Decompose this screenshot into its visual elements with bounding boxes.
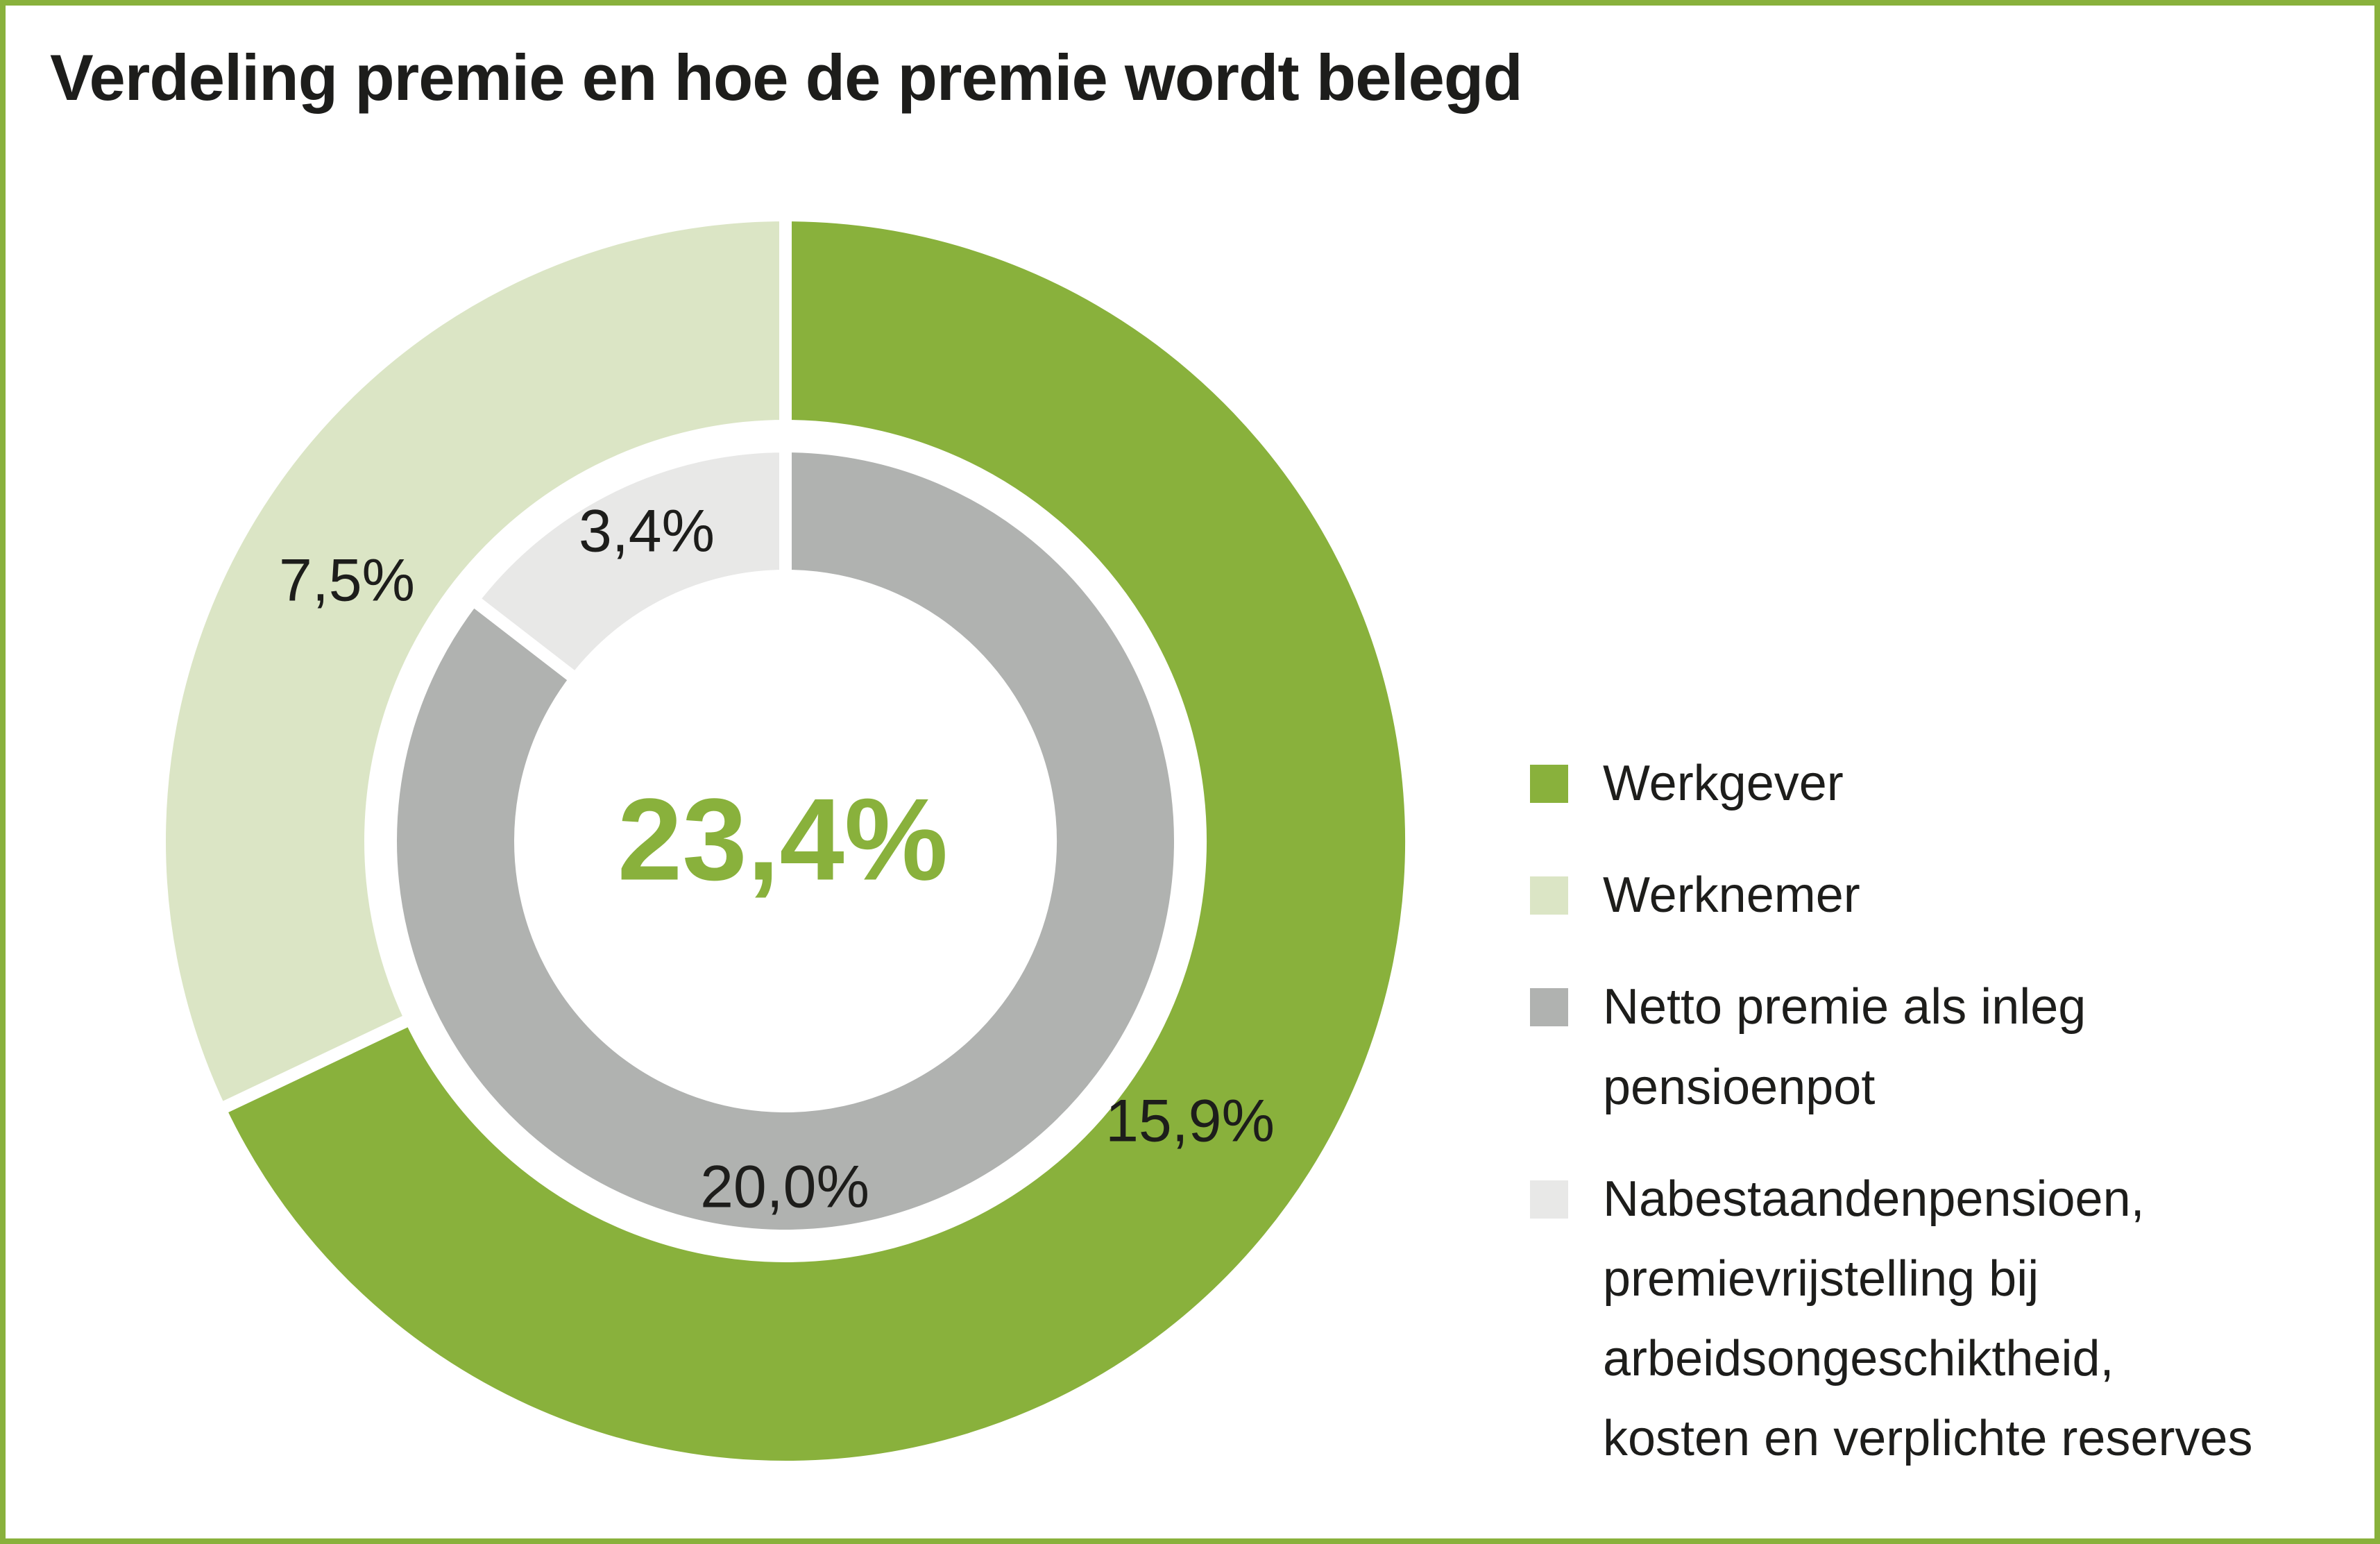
- legend-swatch-netto-premie: [1530, 988, 1568, 1027]
- legend-item-netto-premie: Netto premie als inleg pensioenpot: [1530, 967, 2342, 1127]
- donut-segment-werknemer: [153, 208, 792, 1118]
- legend-item-werknemer: Werknemer: [1530, 856, 2342, 935]
- legend-label-netto-premie: Netto premie als inleg pensioenpot: [1603, 979, 2086, 1115]
- legend-swatch-werkgever: [1530, 765, 1568, 803]
- segment-label-nabestaandenpensioen: 3,4%: [578, 498, 715, 565]
- legend-label-nabestaandenpensioen: Nabestaandenpensioen, premievrijstelling…: [1603, 1171, 2253, 1467]
- donut-segment-nabestaandenpensioen: [464, 439, 792, 688]
- legend-item-werkgever: Werkgever: [1530, 744, 2342, 824]
- segment-label-netto-premie: 20,0%: [700, 1153, 869, 1221]
- chart-title: Verdeling premie en hoe de premie wordt …: [50, 41, 1523, 114]
- legend-item-nabestaandenpensioen: Nabestaandenpensioen, premievrijstelling…: [1530, 1160, 2342, 1479]
- segment-label-werkgever: 15,9%: [1105, 1087, 1275, 1155]
- legend: Werkgever Werknemer Netto premie als inl…: [1530, 744, 2342, 1479]
- donut-segment-werkgever: [212, 208, 1418, 1473]
- segment-label-werknemer: 7,5%: [278, 547, 416, 614]
- legend-swatch-nabestaandenpensioen: [1530, 1180, 1568, 1219]
- legend-swatch-werknemer: [1530, 876, 1568, 915]
- donut-center-total: 23,4%: [617, 774, 949, 905]
- legend-label-werkgever: Werkgever: [1603, 756, 1844, 811]
- donut-segment-netto-premie-als-inleg-pensioenpot: [384, 439, 1187, 1242]
- legend-label-werknemer: Werknemer: [1603, 867, 1860, 924]
